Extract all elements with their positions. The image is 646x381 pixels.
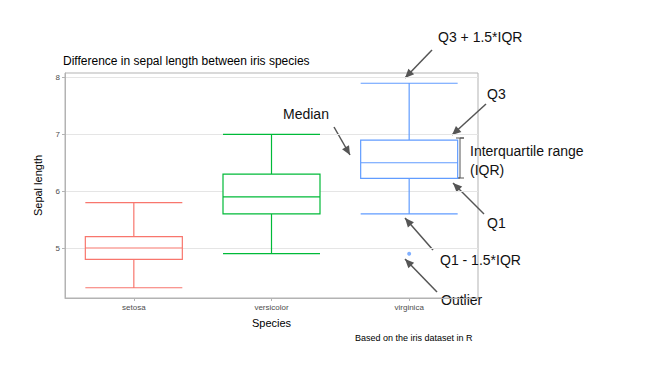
svg-text:virginica: virginica (394, 303, 424, 312)
svg-text:Outlier: Outlier (441, 292, 483, 308)
svg-text:Interquartile range: Interquartile range (470, 143, 584, 159)
svg-text:8: 8 (56, 73, 61, 82)
svg-text:Based on the iris dataset in R: Based on the iris dataset in R (355, 333, 473, 343)
svg-text:Q1: Q1 (487, 215, 506, 231)
svg-text:(IQR): (IQR) (470, 162, 504, 178)
svg-text:setosa: setosa (122, 303, 146, 312)
svg-text:Sepal length: Sepal length (32, 155, 44, 216)
svg-text:Q3 + 1.5*IQR: Q3 + 1.5*IQR (438, 29, 522, 45)
svg-text:Median: Median (283, 106, 329, 122)
svg-text:versicolor: versicolor (254, 303, 289, 312)
svg-text:Difference in sepal length bet: Difference in sepal length between iris … (63, 54, 310, 68)
svg-text:6: 6 (56, 187, 61, 196)
svg-text:Q3: Q3 (487, 86, 506, 102)
svg-text:7: 7 (56, 130, 61, 139)
svg-text:Q1 - 1.5*IQR: Q1 - 1.5*IQR (440, 252, 521, 268)
svg-text:5: 5 (56, 244, 61, 253)
svg-text:Species: Species (252, 317, 292, 329)
